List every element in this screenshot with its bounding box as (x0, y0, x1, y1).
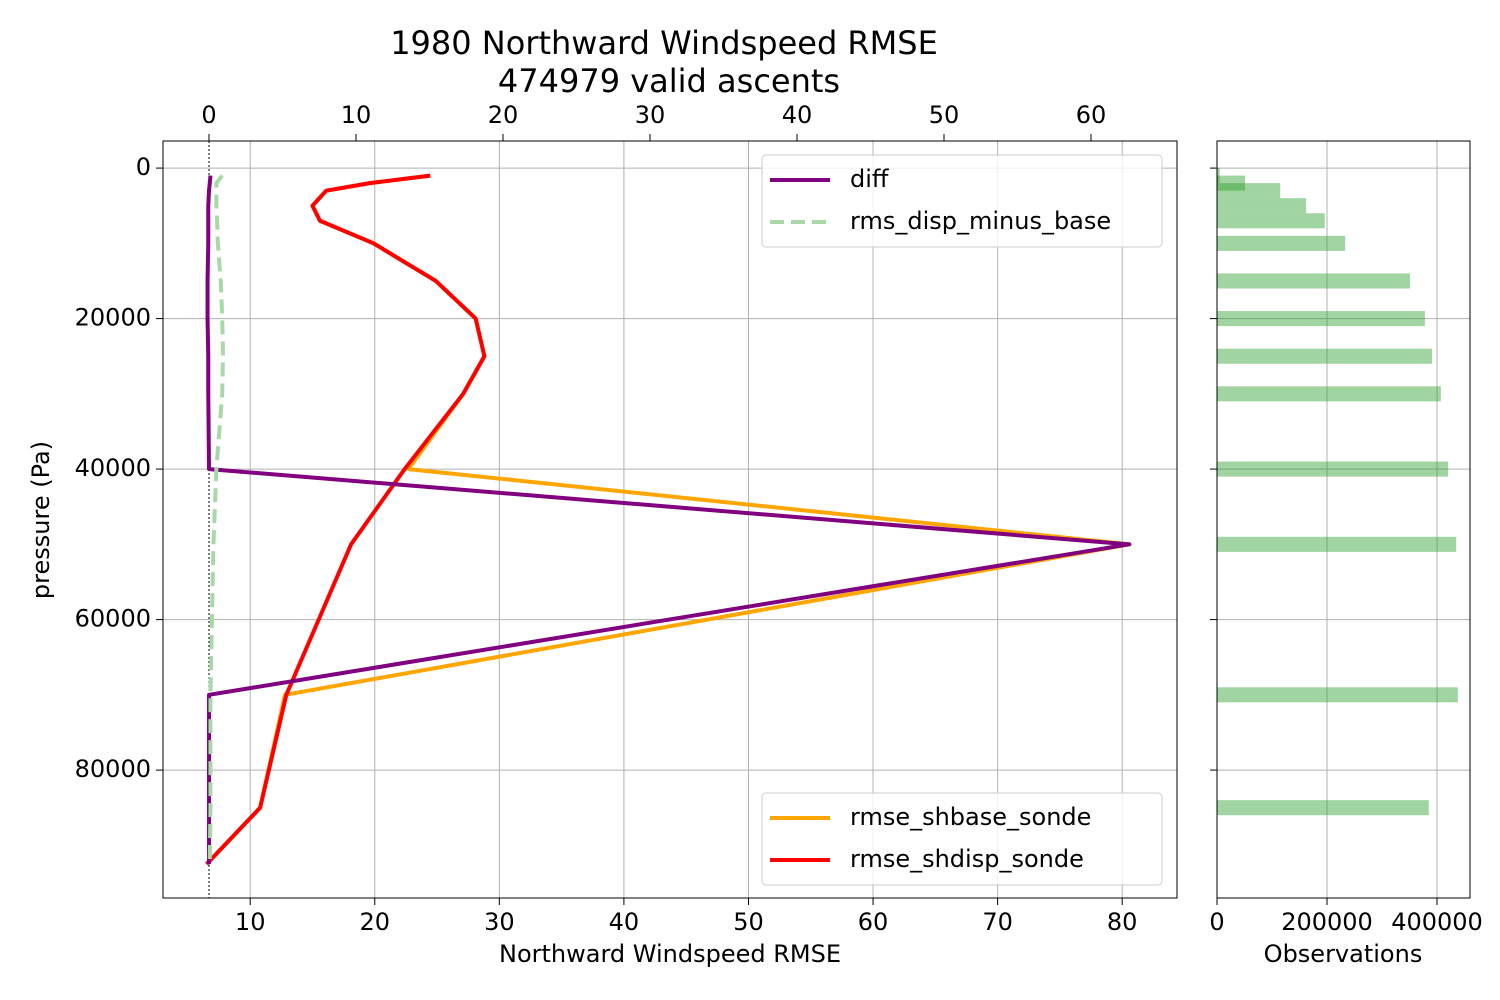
x2-tick-label: 30 (635, 101, 666, 129)
bar (1217, 198, 1307, 214)
legend-label: rmse_shbase_sonde (850, 803, 1091, 831)
x-tick-label: 50 (733, 908, 764, 936)
x-tick-label: 80 (1107, 908, 1138, 936)
legend-box (761, 154, 1163, 248)
chart-title: 1980 Northward Windspeed RMSE (390, 24, 938, 62)
bar (1217, 461, 1448, 477)
hist-x-axis-label: Observations (1264, 940, 1423, 968)
axes-frame (162, 140, 1178, 899)
y-tick-label: 80000 (75, 755, 151, 783)
y-tick-label: 0 (136, 153, 151, 181)
x2-tick-label: 20 (488, 101, 519, 129)
bar (1217, 168, 1220, 184)
legend-label: diff (850, 165, 889, 193)
x-tick-label: 400000 (1391, 908, 1483, 936)
axes-frame (1216, 140, 1471, 899)
x2-tick-label: 60 (1076, 101, 1107, 129)
bar (1217, 311, 1425, 327)
series-line (207, 174, 225, 865)
bar (1217, 213, 1325, 229)
bar (1217, 800, 1429, 816)
x-axis-label: Northward Windspeed RMSE (499, 940, 841, 968)
x-tick-label: 70 (982, 908, 1013, 936)
x2-tick-label: 10 (341, 101, 372, 129)
legend-box (761, 792, 1163, 886)
bar (1217, 386, 1441, 402)
x2-tick-label: 40 (782, 101, 813, 129)
bar (1217, 348, 1433, 364)
bar (1217, 183, 1281, 199)
x-tick-label: 60 (858, 908, 889, 936)
bar (1217, 273, 1411, 289)
legend-label: rms_disp_minus_base (850, 207, 1111, 235)
x-tick-label: 20 (359, 908, 390, 936)
bar (1217, 175, 1246, 191)
x-tick-label: 10 (235, 908, 266, 936)
legend: rmse_shbase_sonde rmse_shdisp_sonde (761, 792, 1163, 886)
bar (1217, 536, 1457, 552)
series-line (205, 173, 1132, 866)
chart-subtitle: 474979 valid ascents (498, 62, 840, 100)
y-tick-label: 20000 (75, 304, 151, 332)
y-tick-label: 60000 (75, 605, 151, 633)
x-tick-label: 30 (484, 908, 515, 936)
x-tick-label: 200000 (1281, 908, 1373, 936)
legend: diff rms_disp_minus_base (761, 154, 1163, 248)
x2-tick-label: 0 (201, 101, 216, 129)
series-line (205, 173, 487, 866)
legend-label: rmse_shdisp_sonde (850, 845, 1084, 873)
y-tick-label: 40000 (75, 454, 151, 482)
x2-tick-label: 50 (929, 101, 960, 129)
bar (1217, 687, 1458, 703)
y-axis-label: pressure (Pa) (27, 441, 55, 599)
x-tick-label: 40 (609, 908, 640, 936)
series-line (205, 175, 1132, 865)
x-tick-label: 0 (1209, 908, 1224, 936)
bar (1217, 235, 1346, 251)
